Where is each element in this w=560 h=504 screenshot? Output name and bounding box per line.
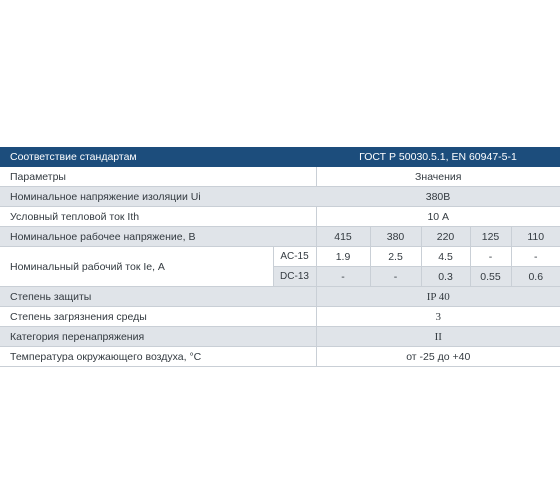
header-row: Соответствие стандартам ГОСТ Р 50030.5.1… <box>0 147 560 167</box>
insulation-label: Номинальное напряжение изоляции Ui <box>0 186 316 207</box>
insulation-row: Номинальное напряжение изоляции Ui 380В <box>0 186 560 207</box>
dc-value: 0.6 <box>510 266 560 287</box>
current-ac-row: Номинальный рабочий ток Ie, А AC-15 1.9 … <box>0 246 560 287</box>
thermal-label: Условный тепловой ток Ith <box>0 206 316 227</box>
voltage-value: 110 <box>510 226 560 247</box>
voltage-row: Номинальное рабочее напряжение, В 415 38… <box>0 226 560 247</box>
temperature-label: Температура окружающего воздуха, °С <box>0 346 316 367</box>
insulation-value: 380В <box>316 186 560 207</box>
dc-value: - <box>315 266 370 287</box>
overvoltage-label: Категория перенапряжения <box>0 326 316 347</box>
thermal-row: Условный тепловой ток Ith 10 А <box>0 206 560 227</box>
current-dc-row: DC-13 - - 0.3 0.55 0.6 <box>0 266 560 287</box>
dc-type: DC-13 <box>272 266 316 287</box>
header-value: ГОСТ Р 50030.5.1, EN 60947-5-1 <box>316 147 560 167</box>
overvoltage-row: Категория перенапряжения II <box>0 326 560 347</box>
temperature-row: Температура окружающего воздуха, °С от -… <box>0 346 560 367</box>
ac-value: 1.9 <box>315 246 370 267</box>
thermal-value: 10 А <box>315 206 560 227</box>
params-label: Параметры <box>0 166 316 187</box>
ac-value: 2.5 <box>369 246 421 267</box>
params-row: Параметры Значения <box>0 166 560 187</box>
dc-value: - <box>369 266 421 287</box>
temperature-value: от -25 до +40 <box>315 346 560 367</box>
voltage-value: 380 <box>369 226 421 247</box>
current-label: Номинальный рабочий ток Ie, А <box>0 246 273 287</box>
pollution-row: Степень загрязнения среды 3 <box>0 306 560 327</box>
voltage-value: 415 <box>315 226 370 247</box>
ac-type: AC-15 <box>272 246 316 267</box>
protection-label: Степень защиты <box>0 286 316 307</box>
ac-value: 4.5 <box>420 246 470 267</box>
dc-value: 0.55 <box>469 266 511 287</box>
protection-value: IP 40 <box>315 286 560 307</box>
overvoltage-value: II <box>315 326 560 347</box>
spec-table: Соответствие стандартам ГОСТ Р 50030.5.1… <box>0 147 560 367</box>
voltage-label: Номинальное рабочее напряжение, В <box>0 226 316 247</box>
pollution-value: 3 <box>315 306 560 327</box>
ac-value: - <box>469 246 511 267</box>
voltage-value: 125 <box>469 226 511 247</box>
voltage-value: 220 <box>420 226 470 247</box>
params-value: Значения <box>315 166 560 187</box>
pollution-label: Степень загрязнения среды <box>0 306 316 327</box>
dc-value: 0.3 <box>420 266 470 287</box>
ac-value: - <box>510 246 560 267</box>
header-label: Соответствие стандартам <box>0 147 316 167</box>
protection-row: Степень защиты IP 40 <box>0 286 560 307</box>
